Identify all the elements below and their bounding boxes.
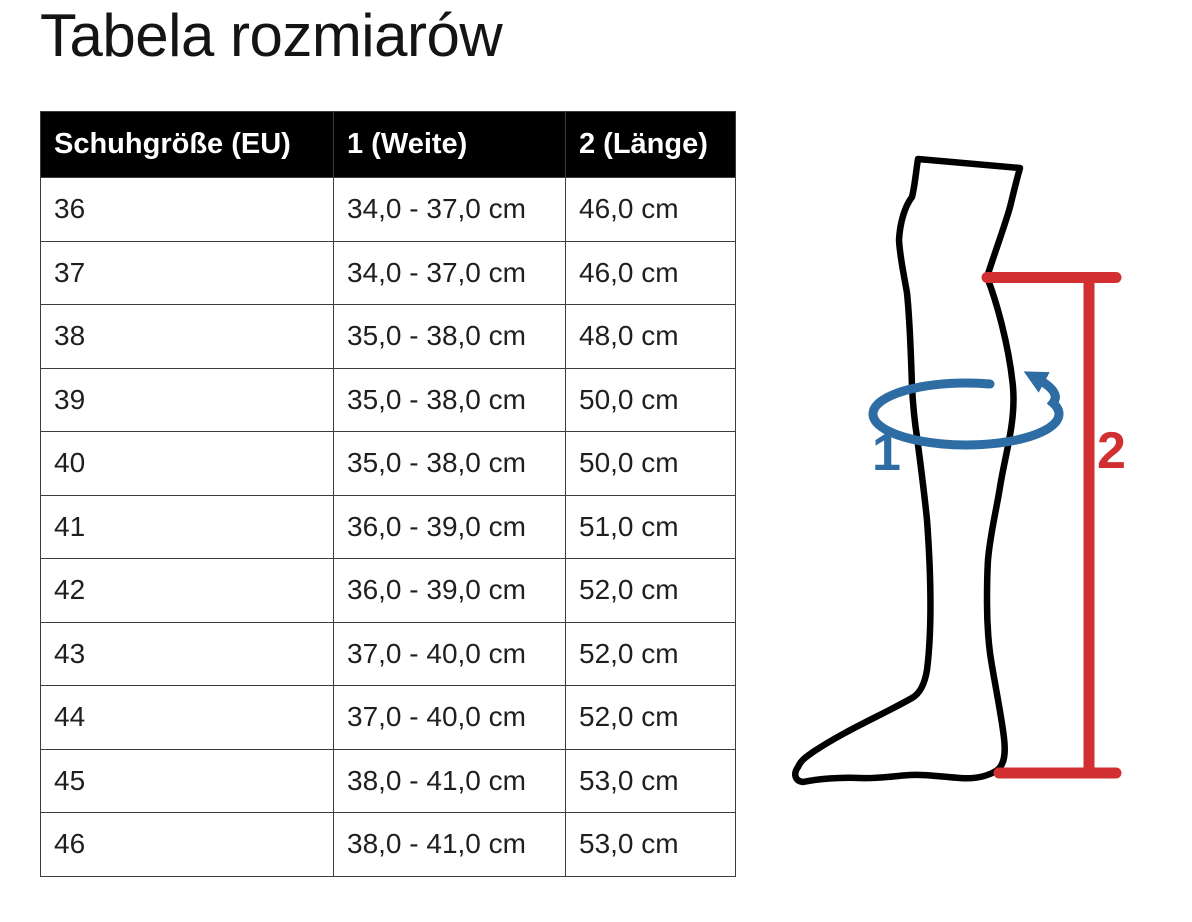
col-header-width: 1 (Weite) [333, 111, 566, 178]
table-row: 40 35,0 - 38,0 cm 50,0 cm [40, 431, 736, 496]
col-header-length: 2 (Länge) [565, 111, 736, 178]
table-row: 36 34,0 - 37,0 cm 46,0 cm [40, 177, 736, 242]
table-cell: 51,0 cm [565, 494, 736, 559]
table-cell: 44 [40, 685, 334, 750]
table-cell: 53,0 cm [565, 748, 736, 813]
leg-measurement-diagram: 1 2 [770, 110, 1192, 822]
table-cell: 37,0 - 40,0 cm [333, 685, 566, 750]
table-cell: 52,0 cm [565, 685, 736, 750]
table-row: 39 35,0 - 38,0 cm 50,0 cm [40, 367, 736, 432]
table-cell: 52,0 cm [565, 621, 736, 686]
table-row: 46 38,0 - 41,0 cm 53,0 cm [40, 812, 736, 877]
table-row: 44 37,0 - 40,0 cm 52,0 cm [40, 685, 736, 750]
table-cell: 34,0 - 37,0 cm [333, 240, 566, 305]
table-cell: 45 [40, 748, 334, 813]
table-cell: 34,0 - 37,0 cm [333, 177, 566, 242]
table-cell: 36 [40, 177, 334, 242]
length-marker-label: 2 [1097, 422, 1126, 480]
circumference-arrow-icon [868, 371, 1064, 450]
table-row: 38 35,0 - 38,0 cm 48,0 cm [40, 304, 736, 369]
table-row: 43 37,0 - 40,0 cm 52,0 cm [40, 621, 736, 686]
table-header-row: Schuhgröße (EU) 1 (Weite) 2 (Länge) [40, 111, 736, 178]
table-cell: 50,0 cm [565, 431, 736, 496]
table-cell: 35,0 - 38,0 cm [333, 431, 566, 496]
table-cell: 38 [40, 304, 334, 369]
table-row: 42 36,0 - 39,0 cm 52,0 cm [40, 558, 736, 623]
width-marker-label: 1 [872, 424, 901, 482]
table-cell: 50,0 cm [565, 367, 736, 432]
col-header-shoe-size: Schuhgröße (EU) [40, 111, 334, 178]
table-cell: 46,0 cm [565, 240, 736, 305]
table-cell: 38,0 - 41,0 cm [333, 812, 566, 877]
table-cell: 42 [40, 558, 334, 623]
table-cell: 40 [40, 431, 334, 496]
table-cell: 37,0 - 40,0 cm [333, 621, 566, 686]
table-cell: 37 [40, 240, 334, 305]
table-cell: 39 [40, 367, 334, 432]
table-cell: 38,0 - 41,0 cm [333, 748, 566, 813]
table-cell: 46 [40, 812, 334, 877]
table-cell: 36,0 - 39,0 cm [333, 494, 566, 559]
leg-diagram-svg: 1 2 [792, 155, 1126, 786]
table-cell: 35,0 - 38,0 cm [333, 304, 566, 369]
table-cell: 52,0 cm [565, 558, 736, 623]
table-row: 37 34,0 - 37,0 cm 46,0 cm [40, 240, 736, 305]
length-measure-line [981, 272, 1122, 779]
size-table-body: 36 34,0 - 37,0 cm 46,0 cm 37 34,0 - 37,0 cm 4… [40, 177, 736, 877]
leg-outline-illustration [792, 155, 1024, 786]
table-cell: 36,0 - 39,0 cm [333, 558, 566, 623]
table-row: 45 38,0 - 41,0 cm 53,0 cm [40, 748, 736, 813]
size-table: Schuhgröße (EU) 1 (Weite) 2 (Länge) 36 34… [40, 111, 736, 877]
table-cell: 48,0 cm [565, 304, 736, 369]
table-cell: 46,0 cm [565, 177, 736, 242]
table-cell: 53,0 cm [565, 812, 736, 877]
table-row: 41 36,0 - 39,0 cm 51,0 cm [40, 494, 736, 559]
page-title: Tabela rozmiarów [40, 2, 503, 69]
table-cell: 41 [40, 494, 334, 559]
table-cell: 43 [40, 621, 334, 686]
table-cell: 35,0 - 38,0 cm [333, 367, 566, 432]
